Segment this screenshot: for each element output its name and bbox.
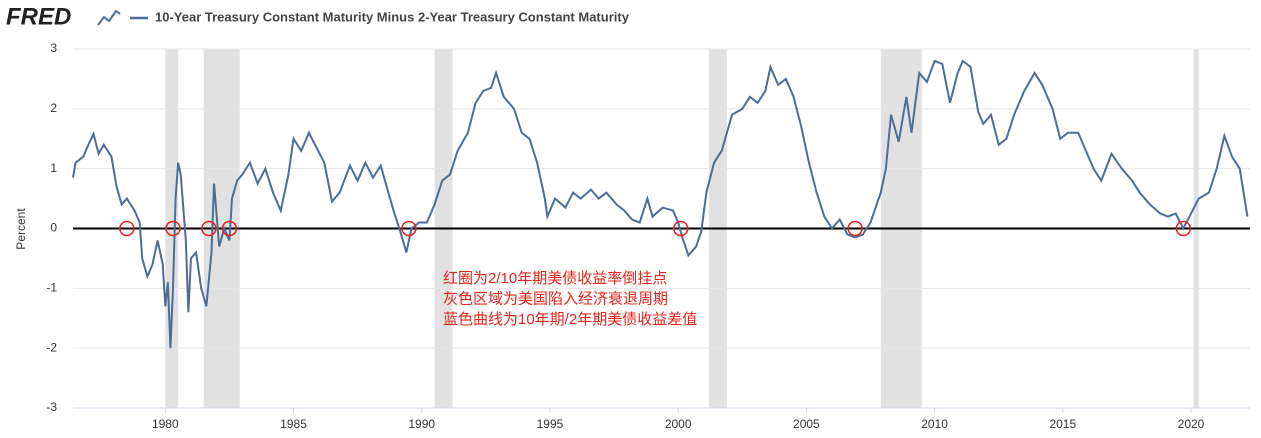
- inversion-marker: [165, 220, 181, 237]
- y-tick-label: -3: [46, 400, 57, 414]
- inversion-marker: [1175, 220, 1192, 237]
- annotation: 红圈为2/10年期美债收益率倒挂点: [443, 270, 667, 287]
- x-tick-label: 2010: [921, 417, 948, 431]
- annotation: 灰色区域为美国陷入经济衰退周期: [443, 290, 668, 307]
- inversion-marker: [221, 220, 238, 237]
- x-tick-label: 1980: [152, 417, 179, 431]
- series-line: [72, 59, 1249, 349]
- inversion-marker: [119, 220, 135, 237]
- x-tick-label: 1985: [280, 417, 307, 431]
- logo-icon: [97, 9, 121, 26]
- y-tick-label: 2: [50, 101, 57, 115]
- logo: FRED: [6, 3, 71, 30]
- y-tick-label: -2: [46, 340, 57, 354]
- inversion-marker: [672, 220, 689, 237]
- y-axis-label: Percent: [14, 208, 28, 250]
- inversion-marker: [847, 220, 863, 237]
- annotation: 蓝色曲线为10年期/2年期美债收益差值: [443, 311, 697, 328]
- y-tick-label: 1: [50, 161, 57, 175]
- x-tick-label: 1995: [537, 417, 564, 431]
- legend-label: 10-Year Treasury Constant Maturity Minus…: [155, 9, 630, 24]
- y-tick-label: 0: [50, 221, 57, 235]
- inversion-marker: [201, 220, 217, 237]
- x-tick-label: 1990: [408, 417, 435, 431]
- x-tick-label: 2005: [793, 417, 820, 431]
- x-tick-label: 2015: [1049, 417, 1076, 431]
- inversion-marker: [401, 220, 417, 237]
- y-tick-label: 3: [50, 41, 57, 55]
- x-tick-label: 2020: [1178, 417, 1205, 431]
- y-tick-label: -1: [46, 281, 57, 295]
- x-tick-label: 2000: [665, 417, 692, 431]
